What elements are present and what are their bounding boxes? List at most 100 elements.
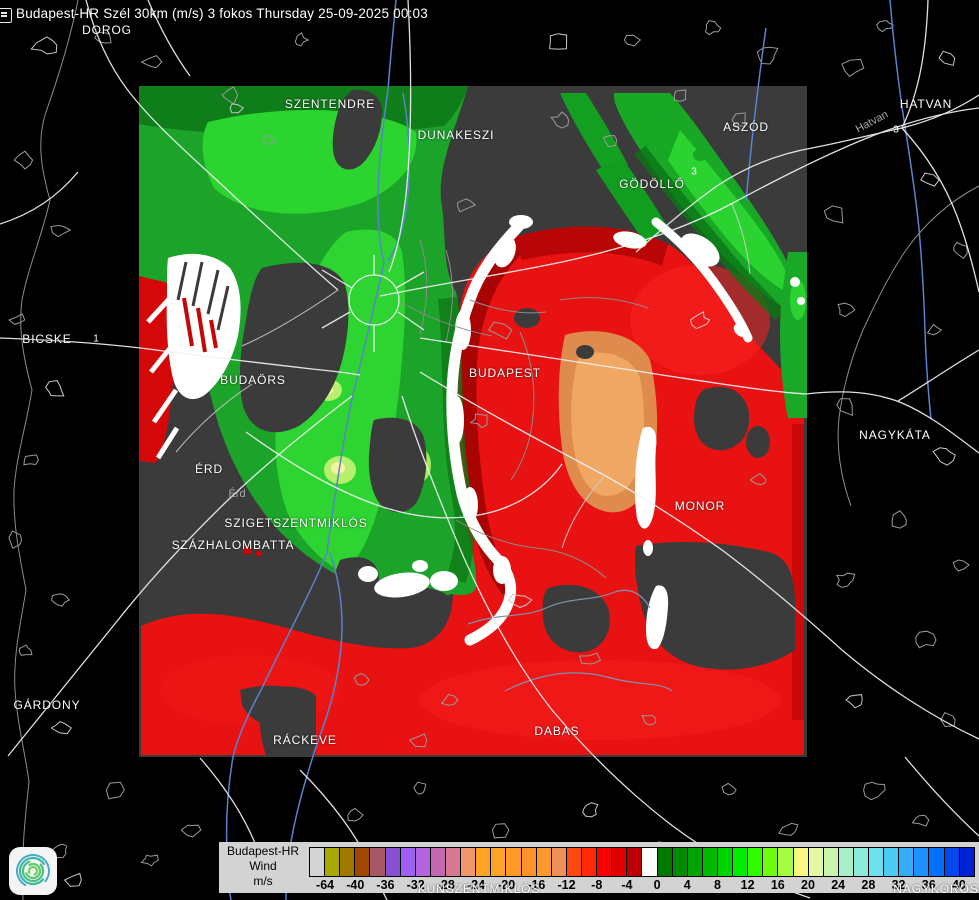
legend-cell <box>853 848 870 876</box>
legend-cell <box>445 848 462 876</box>
settlement-outline <box>18 644 33 656</box>
legend-cell <box>838 848 854 876</box>
legend-cell <box>612 848 628 876</box>
legend-cell <box>536 848 552 876</box>
legend-product-line: Budapest-HR <box>226 844 300 858</box>
minor-label: Érd <box>228 488 246 500</box>
city-label: ÉRD <box>194 462 224 476</box>
legend-cell <box>687 848 703 876</box>
legend-tick-label: 24 <box>831 878 846 892</box>
legend-tick-label: 20 <box>801 878 815 892</box>
settlement-outline <box>549 33 568 50</box>
legend-cell <box>551 848 567 876</box>
legend-cell <box>340 848 356 876</box>
settlement-outline <box>673 89 687 102</box>
city-label: RÁCKEVE <box>273 733 337 747</box>
legend-cell <box>808 848 824 876</box>
legend-cell <box>778 848 794 876</box>
settlement-outline <box>952 559 970 572</box>
legend-cell <box>310 848 326 876</box>
settlement-outline <box>641 714 657 726</box>
legend-cell <box>566 848 582 876</box>
settlement-outline <box>469 413 488 429</box>
legend-cell <box>476 848 492 876</box>
legend-tick-label: 4 <box>683 878 691 892</box>
settlement-outline <box>926 323 943 336</box>
settlement-outline <box>457 198 477 213</box>
route-badge: 3 <box>691 166 697 178</box>
city-label: DOROG <box>82 23 132 37</box>
settlement-outline <box>50 224 72 238</box>
legend-cell <box>672 848 688 876</box>
settlement-outline <box>262 134 276 145</box>
settlement-outline <box>550 111 570 129</box>
settlement-outline <box>440 693 459 706</box>
legend-cell <box>325 848 341 876</box>
legend-cell <box>430 848 446 876</box>
legend-cell <box>355 848 371 876</box>
met-icon <box>0 8 12 23</box>
settlement-outline <box>140 55 163 69</box>
legend-cell <box>491 848 507 876</box>
settlement-outline <box>778 822 799 836</box>
legend-tick-label: -36 <box>376 878 395 892</box>
legend-cell <box>597 848 613 876</box>
legend-tick-label: -40 <box>346 878 365 892</box>
legend-tick-label: 8 <box>713 878 721 892</box>
rivers-layer <box>225 0 932 900</box>
legend-tick-label: -64 <box>316 878 335 892</box>
settlement-outline <box>507 593 533 608</box>
legend-tick-label: 12 <box>740 878 755 892</box>
settlement-outline <box>690 311 711 330</box>
settlement-outline <box>8 530 23 549</box>
legend-tick-label: -32 <box>406 878 425 892</box>
city-label: HATVAN <box>899 97 953 111</box>
city-label: DABAS <box>534 724 580 738</box>
radar-title: Budapest-HR Szél 30km (m/s) 3 fokos Thur… <box>16 6 428 21</box>
legend-cell <box>944 848 960 876</box>
settlement-outline <box>13 150 34 170</box>
settlement-outline <box>932 447 956 466</box>
city-label: SZENTENDRE <box>284 97 376 111</box>
city-label: SZIGETSZENTMIKLÓS <box>224 516 368 530</box>
legend-cell <box>823 848 839 876</box>
legend-tick-label: -20 <box>497 878 516 892</box>
settlement-outline <box>221 86 239 105</box>
legend-cell <box>627 848 643 876</box>
legend-cell <box>793 848 809 876</box>
legend-tick-label: -24 <box>466 878 486 892</box>
settlement-outline <box>863 781 886 801</box>
city-label: GÖDÖLLŐ <box>619 177 685 191</box>
legend-cell <box>642 848 658 876</box>
city-label: NAGYKŐRÖS <box>893 882 979 896</box>
settlement-outline <box>44 379 65 397</box>
city-label: BUDAPEST <box>469 366 541 380</box>
legend-tick-label: 16 <box>770 878 785 892</box>
settlement-outline <box>876 20 894 33</box>
legend-cell <box>869 848 885 876</box>
legend-cell <box>370 848 386 876</box>
legend-cell <box>415 848 431 876</box>
legend-cell <box>521 848 537 876</box>
settlement-outline <box>294 32 310 47</box>
legend-tick-label: 32 <box>891 878 906 892</box>
legend-cell <box>914 848 930 876</box>
settlement-outline <box>891 510 907 529</box>
settlement-outline <box>749 473 767 486</box>
legend-cell <box>748 848 764 876</box>
settlement-outline <box>756 46 779 65</box>
settlement-outline <box>105 781 125 800</box>
settlement-outline <box>23 454 39 466</box>
city-label: ASZÓD <box>723 120 769 134</box>
city-label: NAGYKÁTA <box>859 428 931 442</box>
legend-cell <box>657 848 673 876</box>
settlement-outline <box>7 313 26 325</box>
city-label: BICSKE <box>22 332 72 346</box>
legend-tick-label: -28 <box>436 878 455 892</box>
settlement-outline <box>823 205 844 224</box>
settlement-outline <box>229 103 245 114</box>
settlement-outline <box>491 823 510 839</box>
settlement-outline <box>845 694 863 709</box>
legend-product-line: m/s <box>253 874 273 888</box>
